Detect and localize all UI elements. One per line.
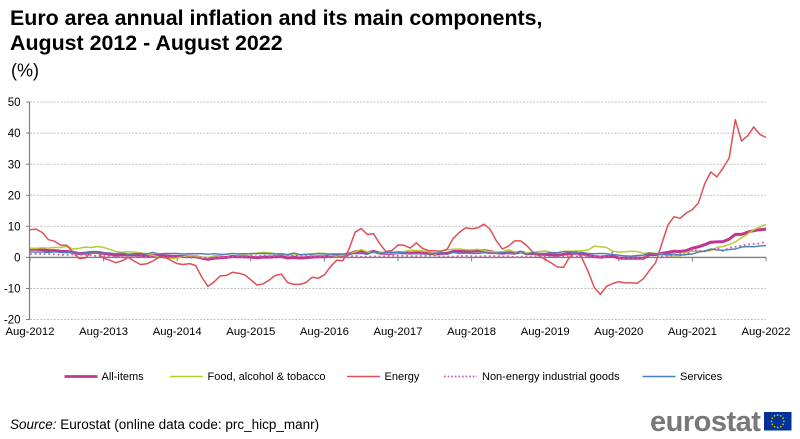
svg-text:Aug-2013: Aug-2013 (79, 326, 128, 338)
svg-text:10: 10 (8, 221, 21, 233)
svg-text:All-items: All-items (102, 371, 145, 383)
svg-text:Source: Eurostat (online data: Source: Eurostat (online data code: prc_… (10, 417, 319, 432)
svg-text:Non-energy industrial goods: Non-energy industrial goods (482, 371, 620, 383)
svg-text:Euro area annual inflation and: Euro area annual inflation and its main … (10, 6, 542, 30)
svg-text:Aug-2015: Aug-2015 (226, 326, 275, 338)
svg-text:50: 50 (8, 97, 21, 109)
svg-text:(%): (%) (11, 60, 39, 80)
svg-text:Energy: Energy (385, 371, 420, 383)
svg-text:20: 20 (8, 190, 21, 202)
svg-text:Aug-2022: Aug-2022 (742, 326, 791, 338)
svg-text:Aug-2016: Aug-2016 (300, 326, 349, 338)
svg-text:August 2012 - August 2022: August 2012 - August 2022 (10, 31, 283, 55)
svg-text:eurostat: eurostat (650, 406, 761, 438)
svg-text:Aug-2018: Aug-2018 (447, 326, 496, 338)
svg-text:Aug-2012: Aug-2012 (6, 326, 55, 338)
svg-text:Aug-2019: Aug-2019 (521, 326, 570, 338)
svg-text:-10: -10 (4, 284, 21, 296)
svg-text:40: 40 (8, 128, 21, 140)
svg-text:Services: Services (680, 371, 723, 383)
svg-text:0: 0 (14, 253, 20, 265)
svg-text:Aug-2014: Aug-2014 (153, 326, 202, 338)
svg-text:-20: -20 (4, 315, 21, 327)
svg-text:Aug-2021: Aug-2021 (668, 326, 717, 338)
svg-text:Food, alcohol & tobacco: Food, alcohol & tobacco (208, 371, 326, 383)
svg-text:30: 30 (8, 159, 21, 171)
svg-text:Aug-2017: Aug-2017 (374, 326, 423, 338)
svg-text:Aug-2020: Aug-2020 (594, 326, 643, 338)
